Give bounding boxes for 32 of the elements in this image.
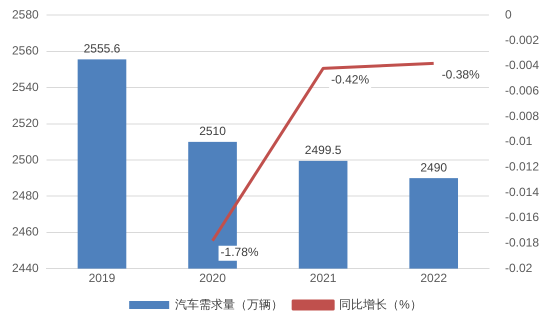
data-label: -0.42% bbox=[331, 72, 370, 87]
data-label: 2510 bbox=[199, 124, 226, 138]
y2-tick-label: -0.02 bbox=[504, 260, 533, 275]
y2-tick-label: 0 bbox=[504, 8, 512, 22]
data-label: 2490 bbox=[420, 160, 448, 174]
y2-tick-label: -0.006 bbox=[504, 84, 540, 98]
data-label: 2499.5 bbox=[304, 143, 342, 158]
x-tick-label: 2021 bbox=[310, 271, 337, 286]
x-tick-label: 2022 bbox=[420, 271, 448, 286]
y2-tick-label: -0.01 bbox=[504, 134, 533, 148]
data-label: -1.78% bbox=[220, 245, 259, 260]
legend-label: 汽车需求量（万辆） bbox=[175, 297, 284, 312]
y-tick-label: 2500 bbox=[12, 152, 40, 166]
x-tick-label: 2019 bbox=[88, 271, 116, 286]
x-tick-label: 2020 bbox=[199, 271, 226, 286]
y2-tick-label: -0.016 bbox=[504, 210, 540, 224]
y-tick-label: 2520 bbox=[12, 116, 40, 130]
y-tick-label: 2440 bbox=[12, 260, 40, 275]
y-tick-label: 2540 bbox=[12, 80, 40, 94]
y-tick-label: 2460 bbox=[12, 224, 40, 239]
legend-label: 同比增长（%） bbox=[339, 297, 422, 312]
y-tick-label: 2580 bbox=[12, 8, 40, 22]
y2-tick-label: -0.002 bbox=[504, 32, 540, 47]
y2-tick-label: -0.014 bbox=[504, 184, 540, 199]
data-label: 2555.6 bbox=[84, 42, 121, 56]
y2-tick-label: -0.012 bbox=[504, 160, 540, 174]
y-tick-label: 2480 bbox=[12, 188, 40, 203]
y2-tick-label: -0.018 bbox=[504, 236, 540, 250]
y-tick-label: 2560 bbox=[12, 44, 40, 58]
y2-tick-label: -0.004 bbox=[504, 58, 540, 72]
y2-tick-label: -0.008 bbox=[504, 108, 540, 123]
data-label: -0.38% bbox=[442, 68, 480, 82]
